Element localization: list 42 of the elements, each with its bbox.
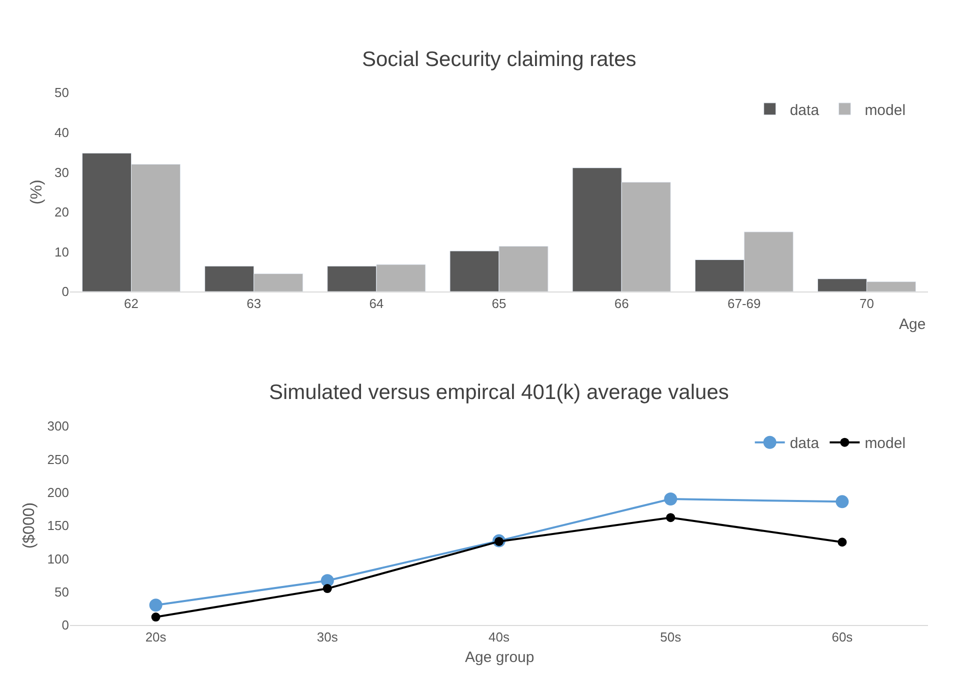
y-tick-label: 30 bbox=[54, 164, 69, 180]
x-tick-label: 66 bbox=[614, 296, 629, 312]
point bbox=[149, 598, 162, 612]
y-tick-label: 150 bbox=[47, 518, 69, 534]
point bbox=[666, 513, 676, 522]
x-tick-label: 70 bbox=[859, 296, 874, 312]
y-tick-label: 40 bbox=[54, 124, 69, 140]
y-tick-label: 50 bbox=[54, 85, 69, 100]
point bbox=[838, 538, 847, 547]
legend-label: data bbox=[790, 102, 820, 119]
y-tick-label: 0 bbox=[62, 618, 69, 633]
x-tick-label: 62 bbox=[124, 296, 139, 312]
y-tick-label: 50 bbox=[54, 584, 69, 600]
x-axis-title: Age bbox=[899, 316, 926, 333]
y-tick-label: 300 bbox=[47, 418, 69, 434]
y-tick-label: 0 bbox=[62, 284, 69, 300]
legend-label: model bbox=[864, 435, 906, 452]
y-axis-title: ($000) bbox=[21, 502, 38, 549]
x-tick-label: 20s bbox=[145, 630, 167, 645]
point bbox=[322, 584, 332, 594]
y-axis-title: (%) bbox=[28, 180, 46, 205]
x-tick-label: 65 bbox=[492, 296, 506, 312]
x-tick-label: 30s bbox=[316, 630, 338, 645]
chart-title: Simulated versus empircal 401(k) average values bbox=[269, 381, 729, 404]
x-tick-label: 63 bbox=[246, 296, 262, 312]
x-tick-label: 60s bbox=[832, 630, 854, 645]
x-axis-title: Age group bbox=[465, 649, 534, 666]
legend-label: data bbox=[790, 435, 820, 452]
y-tick-label: 20 bbox=[54, 204, 69, 220]
x-tick-label: 50s bbox=[660, 630, 682, 645]
point bbox=[836, 495, 849, 508]
x-tick-label: 67-69 bbox=[728, 296, 761, 312]
y-tick-label: 10 bbox=[54, 244, 69, 260]
y-tick-label: 200 bbox=[47, 484, 69, 500]
y-tick-label: 250 bbox=[47, 452, 69, 467]
x-tick-label: 64 bbox=[369, 296, 384, 312]
y-tick-label: 100 bbox=[47, 551, 69, 566]
chart-title: Social Security claiming rates bbox=[362, 48, 636, 71]
legend-label: model bbox=[864, 102, 906, 119]
point bbox=[664, 492, 678, 506]
point bbox=[151, 612, 160, 622]
x-tick-label: 40s bbox=[488, 630, 510, 645]
